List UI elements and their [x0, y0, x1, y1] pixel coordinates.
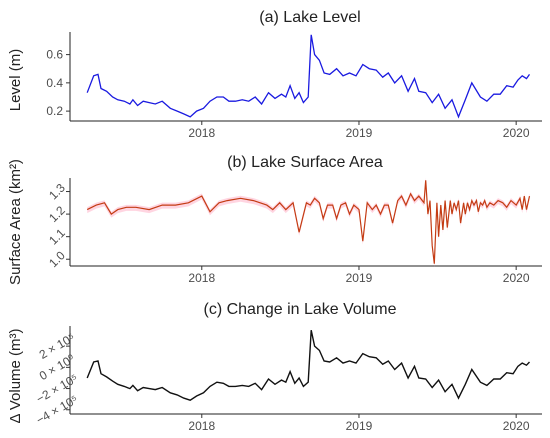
- surface-area-band: [87, 177, 530, 268]
- x-tick-label: 2020: [503, 419, 530, 433]
- panel-volume-change: (c) Change in Lake Volume Δ Volume (m³) …: [7, 301, 542, 433]
- y-tick-label: 0.4: [46, 76, 63, 90]
- y-tick-label: 1.2: [46, 203, 68, 225]
- panel-b-uncertainty-band: [87, 177, 530, 268]
- volume-change-series-line: [86, 330, 531, 401]
- panel-c-title: (c) Change in Lake Volume: [204, 301, 397, 318]
- x-tick-label: 2018: [188, 419, 215, 433]
- panel-a-title: (a) Lake Level: [259, 9, 360, 26]
- panel-lake-surface-area: (b) Lake Surface Area Surface Area (km²)…: [7, 154, 542, 285]
- x-tick-label: 2019: [346, 419, 373, 433]
- panel-b-ticks: 2018 2019 2020 1.01.11.21.3: [46, 180, 530, 285]
- y-tick-label: 1.1: [46, 226, 68, 248]
- y-tick-label: 1.0: [46, 248, 68, 270]
- panel-b-ylabel-text: Surface Area (km²): [7, 159, 24, 285]
- surface-area-series-line: [86, 180, 531, 264]
- x-tick-label: 2019: [346, 126, 373, 140]
- y-tick-label: 0.6: [46, 48, 63, 62]
- y-tick-label: 1.3: [46, 180, 68, 202]
- panel-a-ylabel: Level (m): [7, 49, 24, 112]
- panel-lake-level: (a) Lake Level Level (m) 2018 2019 2020 0.2…: [7, 9, 542, 140]
- x-tick-label: 2020: [503, 126, 530, 140]
- x-tick-label: 2018: [188, 126, 215, 140]
- x-tick-label: 2019: [346, 271, 373, 285]
- panel-c-ylabel: Δ Volume (m³): [7, 328, 24, 423]
- panel-b-ylabel: Surface Area (km²): [7, 159, 24, 285]
- x-tick-label: 2018: [188, 271, 215, 285]
- x-tick-label: 2020: [503, 271, 530, 285]
- y-tick-label: 0.2: [46, 104, 63, 118]
- panel-b-title: (b) Lake Surface Area: [227, 154, 383, 171]
- panel-a-ticks: 2018 2019 2020 0.2 0.4 0.6: [46, 48, 530, 140]
- lake-level-series-line: [86, 34, 531, 119]
